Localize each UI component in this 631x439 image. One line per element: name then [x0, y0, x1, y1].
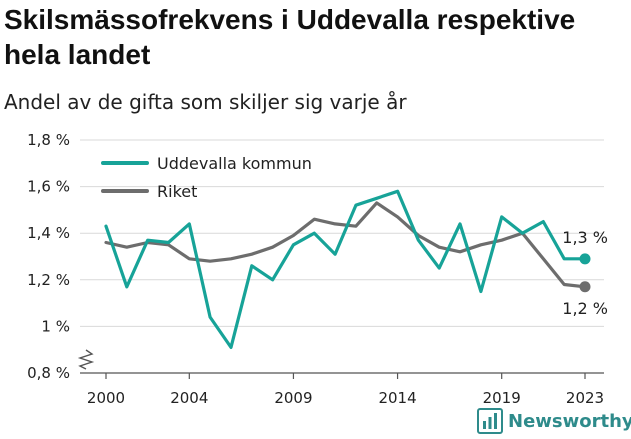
x-tick-label: 2000	[87, 389, 125, 407]
end-labels: 1,3 % 1,2 %	[562, 228, 608, 318]
chart-subtitle: Andel av de gifta som skiljer sig varje …	[4, 90, 407, 114]
y-axis-ticks: 0,8 % 1 % 1,2 % 1,4 % 1,6 % 1,8 %	[27, 131, 70, 382]
legend-label-uddevalla: Uddevalla kommun	[157, 154, 312, 173]
y-tick-label: 1,2 %	[27, 271, 70, 289]
x-tick-label: 2014	[378, 389, 416, 407]
y-tick-label: 0,8 %	[27, 364, 70, 382]
newsworthy-logo-icon	[477, 408, 503, 434]
y-tick-label: 1,6 %	[27, 178, 70, 196]
x-tick-label: 2009	[274, 389, 312, 407]
legend: Uddevalla kommun Riket	[101, 154, 312, 201]
end-point-riket	[579, 281, 591, 293]
chart-title: Skilsmässofrekvens i Uddevalla respektiv…	[4, 4, 576, 70]
series-line-uddevalla	[104, 189, 587, 349]
legend-label-riket: Riket	[157, 182, 197, 201]
y-tick-label: 1,4 %	[27, 224, 70, 242]
x-tick-label: 2004	[170, 389, 208, 407]
x-tick-label: 2019	[483, 389, 521, 407]
gridlines	[80, 139, 604, 327]
x-axis: 2000 2004 2009 2014 2019 2023	[80, 372, 604, 407]
y-tick-label: 1,8 %	[27, 131, 70, 149]
end-label-riket: 1,2 %	[562, 299, 608, 318]
newsworthy-logo-text: Newsworthy	[508, 410, 631, 432]
series-line-riket	[104, 201, 587, 289]
end-point-uddevalla	[579, 253, 591, 265]
x-tick-label: 2023	[566, 389, 604, 407]
end-label-uddevalla: 1,3 %	[562, 228, 608, 247]
y-axis-break-icon	[77, 349, 95, 370]
newsworthy-logo: Newsworthy	[477, 408, 631, 434]
series-lines	[104, 189, 591, 349]
y-tick-label: 1 %	[41, 317, 70, 335]
